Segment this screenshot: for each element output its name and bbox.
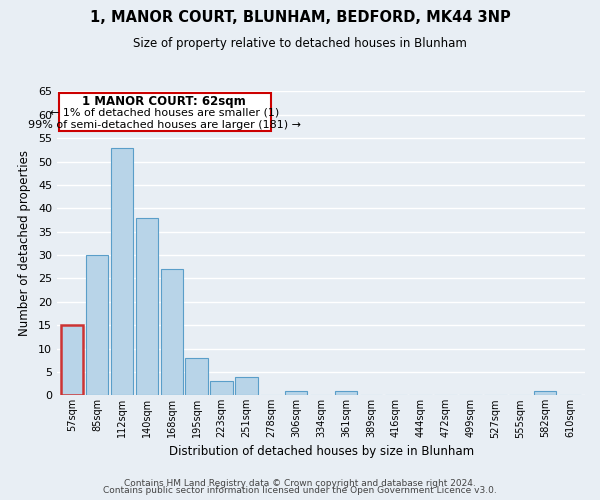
Bar: [185, 358, 208, 396]
Text: ← 1% of detached houses are smaller (1): ← 1% of detached houses are smaller (1): [50, 108, 279, 118]
Text: 1 MANOR COURT: 62sqm: 1 MANOR COURT: 62sqm: [82, 95, 246, 108]
Bar: [534, 390, 556, 396]
Text: Contains public sector information licensed under the Open Government Licence v3: Contains public sector information licen…: [103, 486, 497, 495]
Bar: [61, 325, 83, 396]
X-axis label: Distribution of detached houses by size in Blunham: Distribution of detached houses by size …: [169, 444, 473, 458]
Text: 99% of semi-detached houses are larger (181) →: 99% of semi-detached houses are larger (…: [28, 120, 301, 130]
Bar: [211, 382, 233, 396]
Bar: [111, 148, 133, 396]
Text: Size of property relative to detached houses in Blunham: Size of property relative to detached ho…: [133, 38, 467, 51]
Bar: [235, 376, 257, 396]
Text: Contains HM Land Registry data © Crown copyright and database right 2024.: Contains HM Land Registry data © Crown c…: [124, 478, 476, 488]
Bar: [161, 269, 183, 396]
Bar: [136, 218, 158, 396]
FancyBboxPatch shape: [59, 93, 271, 131]
Bar: [86, 255, 108, 396]
Text: 1, MANOR COURT, BLUNHAM, BEDFORD, MK44 3NP: 1, MANOR COURT, BLUNHAM, BEDFORD, MK44 3…: [89, 10, 511, 25]
Bar: [285, 390, 307, 396]
Bar: [335, 390, 357, 396]
Y-axis label: Number of detached properties: Number of detached properties: [18, 150, 31, 336]
